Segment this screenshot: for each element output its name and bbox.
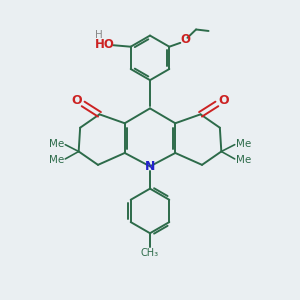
- Text: CH₃: CH₃: [141, 248, 159, 257]
- Text: Me: Me: [236, 139, 251, 149]
- Text: O: O: [180, 33, 190, 46]
- Text: O: O: [71, 94, 82, 106]
- Text: Me: Me: [49, 139, 64, 149]
- Text: H: H: [95, 30, 103, 40]
- Text: N: N: [145, 160, 155, 173]
- Text: O: O: [218, 94, 229, 106]
- Text: Me: Me: [236, 154, 251, 164]
- Text: Me: Me: [49, 154, 64, 164]
- Text: HO: HO: [94, 38, 115, 51]
